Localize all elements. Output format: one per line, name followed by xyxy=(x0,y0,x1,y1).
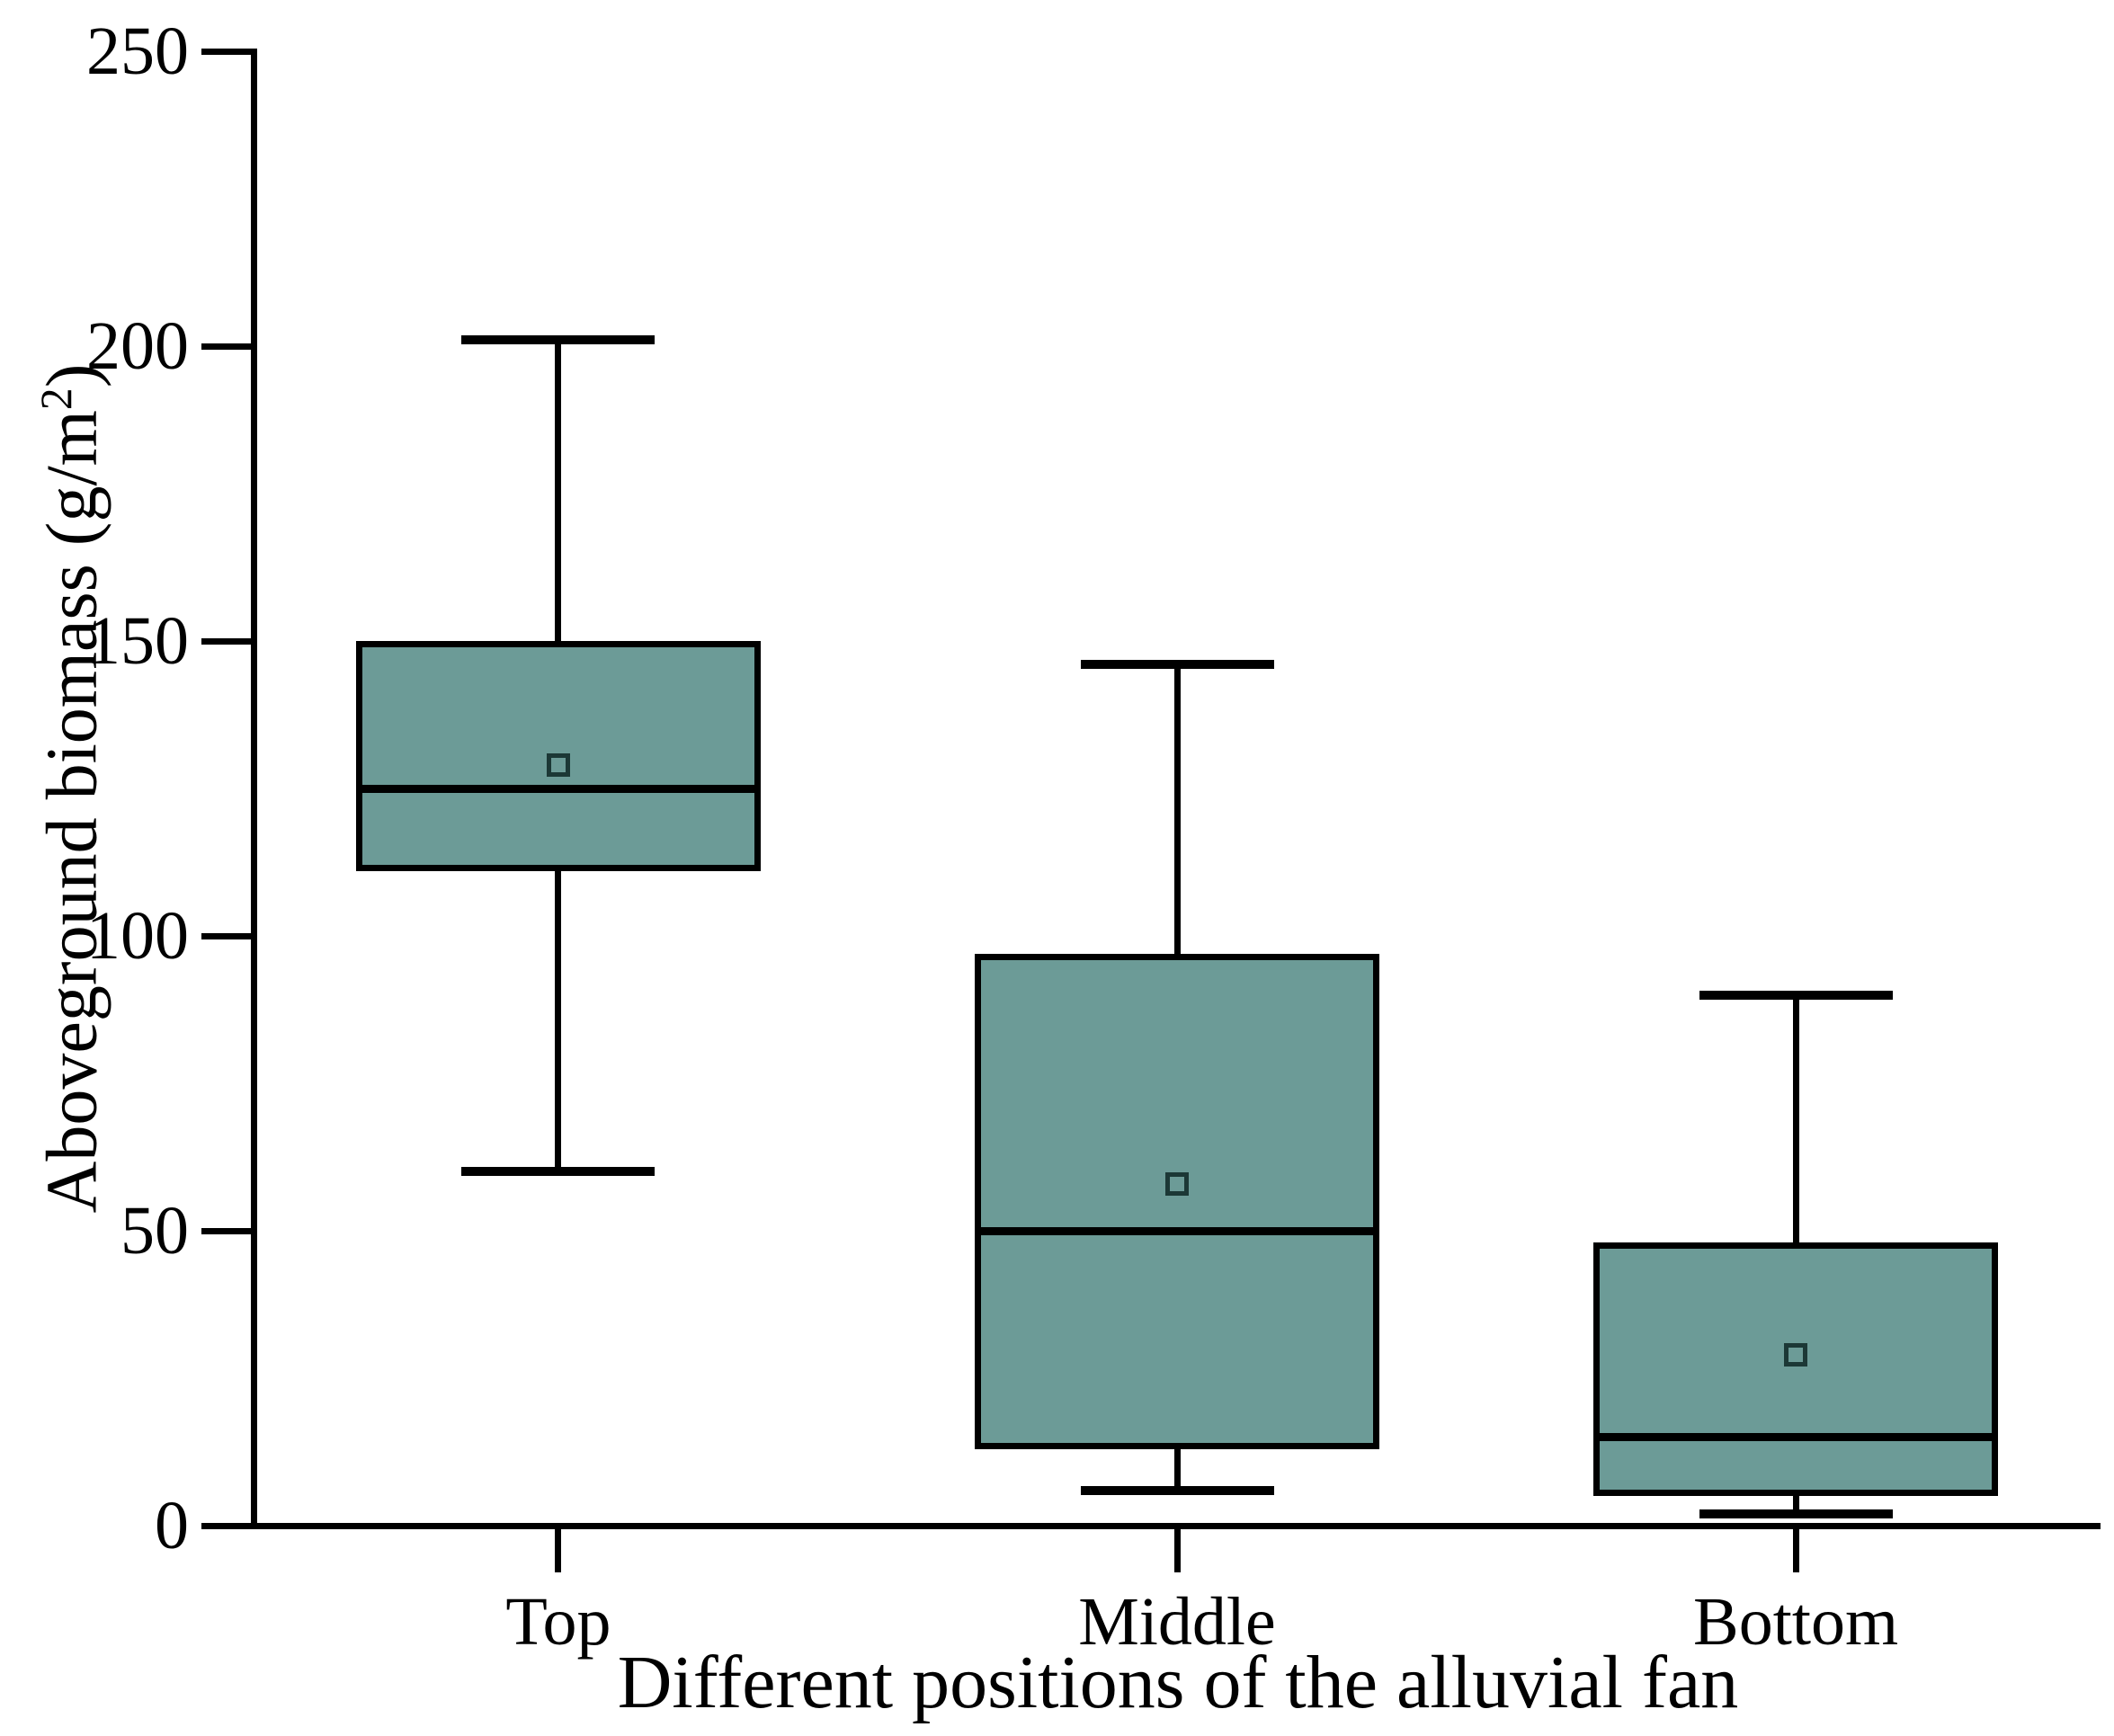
y-axis-title-text: Aboveground biomass (g/m xyxy=(32,410,112,1214)
y-tick-label: 100 xyxy=(86,898,189,974)
whisker-cap-low-bottom xyxy=(1699,1509,1893,1518)
category-label-middle: Middle xyxy=(1078,1584,1276,1660)
mean-marker-middle xyxy=(1165,1171,1189,1196)
whisker-cap-high-middle xyxy=(1080,660,1274,670)
whisker-lower-bottom xyxy=(1792,1496,1799,1514)
whisker-cap-low-top xyxy=(461,1167,656,1177)
mean-marker-bottom xyxy=(1784,1342,1808,1367)
whisker-cap-high-bottom xyxy=(1699,990,1893,1000)
y-axis-title: Aboveground biomass (g/m2) xyxy=(12,69,112,1508)
whisker-upper-bottom xyxy=(1792,994,1799,1243)
y-tick-label: 250 xyxy=(86,13,189,89)
y-axis-line xyxy=(250,48,257,1529)
y-tick-label: 150 xyxy=(86,603,189,679)
y-tick-label: 0 xyxy=(155,1488,189,1563)
box-middle xyxy=(975,953,1379,1449)
y-tick-label: 200 xyxy=(86,308,189,384)
mean-marker-top xyxy=(546,752,570,777)
y-tick-label: 50 xyxy=(120,1193,189,1269)
whisker-cap-low-middle xyxy=(1080,1485,1274,1495)
x-axis-title: Different positions of the alluvial fan xyxy=(617,1641,1739,1724)
y-tick xyxy=(201,48,254,55)
whisker-cap-high-top xyxy=(461,335,656,345)
y-axis-title-suffix: ) xyxy=(32,363,112,388)
category-label-bottom: Bottom xyxy=(1693,1584,1899,1660)
x-tick xyxy=(555,1528,562,1572)
x-tick xyxy=(1173,1528,1181,1572)
y-tick xyxy=(201,932,254,939)
whisker-upper-top xyxy=(555,340,562,641)
y-tick xyxy=(201,343,254,350)
whisker-upper-middle xyxy=(1173,664,1181,954)
y-tick xyxy=(201,637,254,645)
median-line-top xyxy=(355,784,761,793)
y-tick xyxy=(201,1522,254,1529)
y-axis-title-superscript: 2 xyxy=(31,387,81,411)
box-bottom xyxy=(1593,1242,1999,1497)
whisker-lower-top xyxy=(555,870,562,1172)
category-label-top: Top xyxy=(505,1584,611,1660)
x-axis-line xyxy=(250,1522,2101,1529)
whisker-lower-middle xyxy=(1173,1448,1181,1491)
y-tick xyxy=(201,1227,254,1234)
x-tick xyxy=(1792,1528,1799,1572)
median-line-bottom xyxy=(1593,1433,1999,1442)
median-line-middle xyxy=(975,1226,1379,1235)
